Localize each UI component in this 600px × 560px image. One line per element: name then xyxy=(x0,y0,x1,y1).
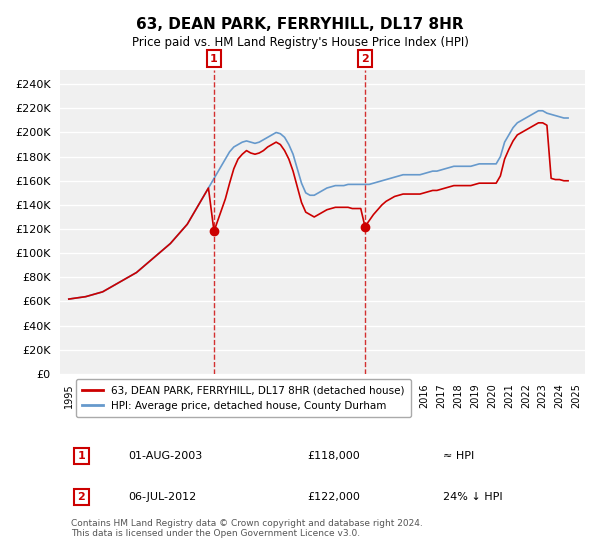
Text: 01-AUG-2003: 01-AUG-2003 xyxy=(128,451,203,461)
Text: Contains HM Land Registry data © Crown copyright and database right 2024.
This d: Contains HM Land Registry data © Crown c… xyxy=(71,519,422,538)
Text: 2: 2 xyxy=(361,54,369,64)
Text: Price paid vs. HM Land Registry's House Price Index (HPI): Price paid vs. HM Land Registry's House … xyxy=(131,36,469,49)
Text: 1: 1 xyxy=(210,54,218,64)
Legend: 63, DEAN PARK, FERRYHILL, DL17 8HR (detached house), HPI: Average price, detache: 63, DEAN PARK, FERRYHILL, DL17 8HR (deta… xyxy=(76,379,411,417)
Text: 1: 1 xyxy=(77,451,85,461)
Text: £118,000: £118,000 xyxy=(307,451,359,461)
Text: £122,000: £122,000 xyxy=(307,492,360,502)
Text: 63, DEAN PARK, FERRYHILL, DL17 8HR: 63, DEAN PARK, FERRYHILL, DL17 8HR xyxy=(136,17,464,32)
Text: 06-JUL-2012: 06-JUL-2012 xyxy=(128,492,197,502)
Text: 24% ↓ HPI: 24% ↓ HPI xyxy=(443,492,503,502)
Text: 2: 2 xyxy=(77,492,85,502)
Text: ≈ HPI: ≈ HPI xyxy=(443,451,475,461)
